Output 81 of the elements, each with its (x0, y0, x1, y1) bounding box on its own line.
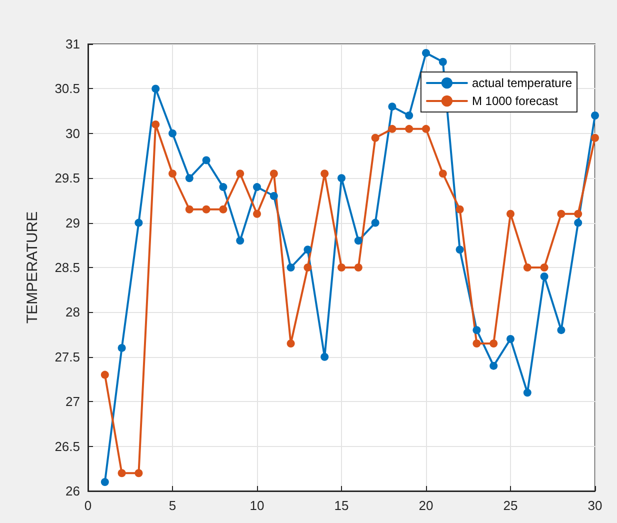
point (490, 339, 498, 348)
point (236, 170, 244, 178)
point (168, 170, 176, 178)
point (540, 272, 548, 280)
x-tick-label: 15 (334, 498, 349, 513)
point (270, 192, 278, 200)
point (506, 210, 514, 218)
point (118, 344, 126, 352)
point (523, 264, 532, 272)
point (118, 469, 126, 478)
point (557, 326, 566, 334)
point (236, 236, 244, 245)
point (523, 388, 532, 397)
point (304, 264, 312, 272)
point (168, 129, 176, 138)
point (286, 264, 295, 272)
y-tick-label: 27 (66, 394, 80, 410)
point (354, 236, 362, 245)
y-axis-title: TEMPERATURE (24, 211, 41, 324)
y-tick-label: 29 (66, 215, 80, 230)
x-tick-label: 25 (503, 498, 518, 513)
point (320, 352, 329, 361)
y-tick-label: 26 (66, 484, 80, 498)
legend-label: M 1000 forecast (472, 94, 559, 108)
point (338, 174, 346, 182)
point (202, 205, 210, 214)
point (202, 156, 210, 164)
point (506, 335, 514, 344)
point (371, 134, 380, 142)
point (388, 124, 396, 133)
point (591, 134, 599, 142)
point (185, 174, 194, 182)
point (490, 362, 498, 370)
point (438, 58, 447, 66)
point (438, 170, 447, 178)
point (253, 183, 261, 192)
point (134, 218, 143, 227)
point (540, 264, 548, 272)
x-tick-label: 5 (168, 498, 176, 513)
point (152, 120, 160, 128)
point (574, 218, 582, 227)
point (354, 264, 362, 272)
point (304, 246, 312, 254)
point (270, 170, 278, 178)
point (591, 112, 599, 120)
point (422, 48, 430, 57)
point (100, 370, 109, 379)
legend-label: actual temperature (472, 76, 572, 90)
point (472, 326, 481, 334)
point (219, 183, 228, 192)
point (219, 205, 228, 214)
y-tick-label: 30 (66, 126, 80, 141)
point (405, 112, 414, 120)
point (405, 124, 414, 133)
point (286, 339, 295, 348)
point (456, 246, 464, 254)
x-tick-label: 0 (84, 498, 92, 513)
point (557, 210, 566, 218)
point (422, 124, 430, 133)
point (472, 339, 481, 348)
point (253, 210, 261, 218)
point (185, 205, 194, 214)
point (100, 478, 109, 486)
x-tick-label: 20 (418, 498, 434, 513)
y-tick-label: 31 (66, 36, 80, 52)
point (456, 205, 464, 214)
point (338, 264, 346, 272)
y-tick-label: 28.5 (54, 260, 80, 275)
y-tick-label: 27.5 (54, 349, 80, 364)
point (574, 210, 582, 218)
x-tick-label: 30 (588, 498, 602, 513)
y-tick-label: 28 (66, 304, 80, 320)
y-tick-label: 26.5 (54, 438, 80, 454)
point (320, 170, 329, 178)
x-tick-label: 10 (250, 498, 264, 513)
y-tick-label: 30.5 (54, 81, 80, 96)
point (134, 469, 143, 478)
point (371, 218, 380, 227)
y-tick-label: 29.5 (54, 170, 80, 186)
point (152, 84, 160, 93)
point (388, 102, 396, 111)
